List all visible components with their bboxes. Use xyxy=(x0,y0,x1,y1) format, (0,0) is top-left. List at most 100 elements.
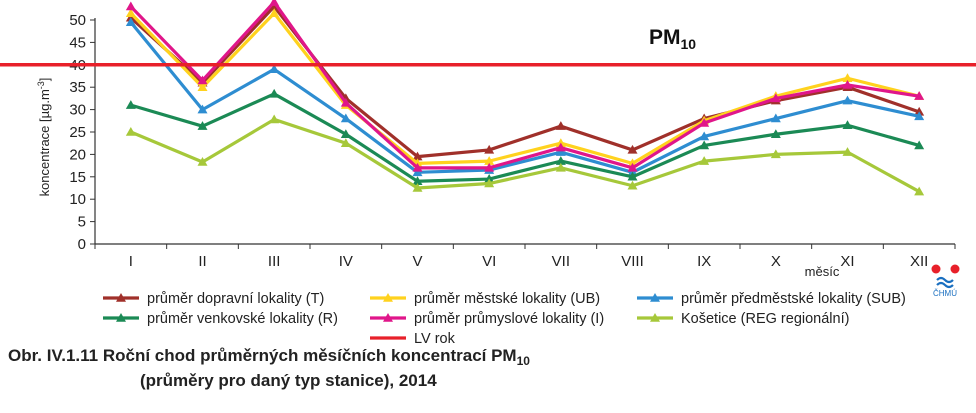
y-tick-label: 45 xyxy=(69,34,86,51)
y-tick-label: 20 xyxy=(69,146,86,163)
logo-wave xyxy=(936,276,954,284)
chmu-logo: ČHMÚ xyxy=(931,264,960,298)
legend-item: LV rok xyxy=(370,331,456,347)
x-tick-label: XII xyxy=(910,253,928,270)
logo-wave-2 xyxy=(936,281,954,289)
legend-item: průměr venkovské lokality (R) xyxy=(103,311,338,327)
chart-title-text: PM xyxy=(649,26,681,49)
data-point xyxy=(699,131,710,141)
legend-swatch-marker xyxy=(650,293,660,302)
x-tick-label: IX xyxy=(697,253,711,270)
series-line xyxy=(129,11,920,165)
legend-label: průměr průmyslové lokality (I) xyxy=(414,311,604,327)
data-point xyxy=(914,106,925,116)
data-point xyxy=(125,1,136,11)
legend-item: průměr dopravní lokality (T) xyxy=(103,291,324,307)
x-tick-label: XI xyxy=(840,253,854,270)
data-point xyxy=(699,140,710,150)
data-point xyxy=(269,0,280,6)
axes: 05101520253035404550IIIIIIIVVVIVIIVIIIIX… xyxy=(69,12,956,270)
y-tick-label: 25 xyxy=(69,124,86,141)
legend-swatch-marker xyxy=(383,293,393,302)
y-tick-label: 5 xyxy=(78,214,86,231)
data-point xyxy=(699,156,710,165)
y-axis-title-sup: -3 xyxy=(36,81,46,89)
legend-item: průměr předměstské lokality (SUB) xyxy=(637,291,906,307)
data-point xyxy=(412,183,423,192)
legend-swatch-marker xyxy=(650,313,660,322)
series-5 xyxy=(125,0,925,172)
x-tick-label: X xyxy=(771,253,781,270)
x-tick-label: VI xyxy=(482,253,496,270)
data-point xyxy=(197,121,208,130)
data-point xyxy=(770,149,781,159)
data-point xyxy=(555,138,566,147)
series-line xyxy=(130,117,920,193)
legend-swatch-marker xyxy=(116,293,126,302)
data-point xyxy=(125,127,136,136)
data-point xyxy=(627,171,638,181)
y-axis-title-end: ] xyxy=(37,78,52,82)
series-line xyxy=(130,92,920,183)
x-axis-title: měsíc xyxy=(805,264,840,279)
data-point xyxy=(914,111,925,121)
data-point xyxy=(340,113,351,123)
title-box xyxy=(641,22,711,54)
legend-item: průměr průmyslové lokality (I) xyxy=(370,311,604,327)
legend-label: průměr předměstské lokality (SUB) xyxy=(681,291,906,307)
legend-swatch-marker xyxy=(383,313,393,322)
chart-title: PM10 xyxy=(649,26,696,52)
data-point xyxy=(555,162,566,172)
data-point xyxy=(914,140,925,150)
series-line xyxy=(129,0,920,170)
x-tick-label: II xyxy=(198,253,206,270)
data-point xyxy=(842,147,853,156)
data-point xyxy=(484,178,495,188)
data-point xyxy=(484,162,495,172)
data-point xyxy=(555,121,566,130)
data-point xyxy=(914,91,925,100)
data-point xyxy=(627,167,638,177)
data-point xyxy=(555,142,566,152)
data-point xyxy=(269,114,280,124)
legend-label: Košetice (REG regionální) xyxy=(681,311,849,327)
data-point xyxy=(555,156,566,165)
data-point xyxy=(269,8,280,18)
logo-dot-right xyxy=(950,264,960,274)
data-point xyxy=(627,144,638,154)
data-point xyxy=(269,88,280,98)
data-point xyxy=(770,129,781,138)
data-point xyxy=(484,174,495,183)
x-tick-label: III xyxy=(268,253,281,270)
series-layer xyxy=(125,0,925,196)
data-point xyxy=(125,100,136,109)
data-point xyxy=(484,156,495,165)
data-point xyxy=(555,147,566,156)
data-point xyxy=(412,151,423,161)
legend: průměr dopravní lokality (T) průměr městs… xyxy=(103,291,906,347)
x-tick-label: VIII xyxy=(621,253,644,270)
series-4 xyxy=(125,88,925,186)
data-point xyxy=(412,162,423,172)
data-point xyxy=(197,75,208,85)
y-tick-label: 15 xyxy=(69,169,86,186)
legend-item: Košetice (REG regionální) xyxy=(637,311,849,327)
x-tick-label: IV xyxy=(339,253,353,270)
legend-label: průměr městské lokality (UB) xyxy=(414,291,600,307)
data-point xyxy=(340,97,351,107)
caption-line2: (průměry pro daný typ stanice), 2014 xyxy=(140,371,437,390)
data-point xyxy=(842,95,853,105)
logo-dot-left xyxy=(931,264,941,274)
series-3 xyxy=(125,17,925,177)
data-point xyxy=(197,104,208,114)
y-tick-label: 0 xyxy=(78,236,86,253)
x-tick-label: V xyxy=(412,253,422,270)
data-point xyxy=(197,157,208,166)
series-6 xyxy=(125,114,925,196)
data-point xyxy=(269,64,280,74)
data-point xyxy=(125,12,136,22)
data-point xyxy=(340,138,351,147)
caption-line1: Obr. IV.1.11 Roční chod průměrných měsíč… xyxy=(8,346,517,365)
caption-line1-subscript: 10 xyxy=(516,354,530,368)
